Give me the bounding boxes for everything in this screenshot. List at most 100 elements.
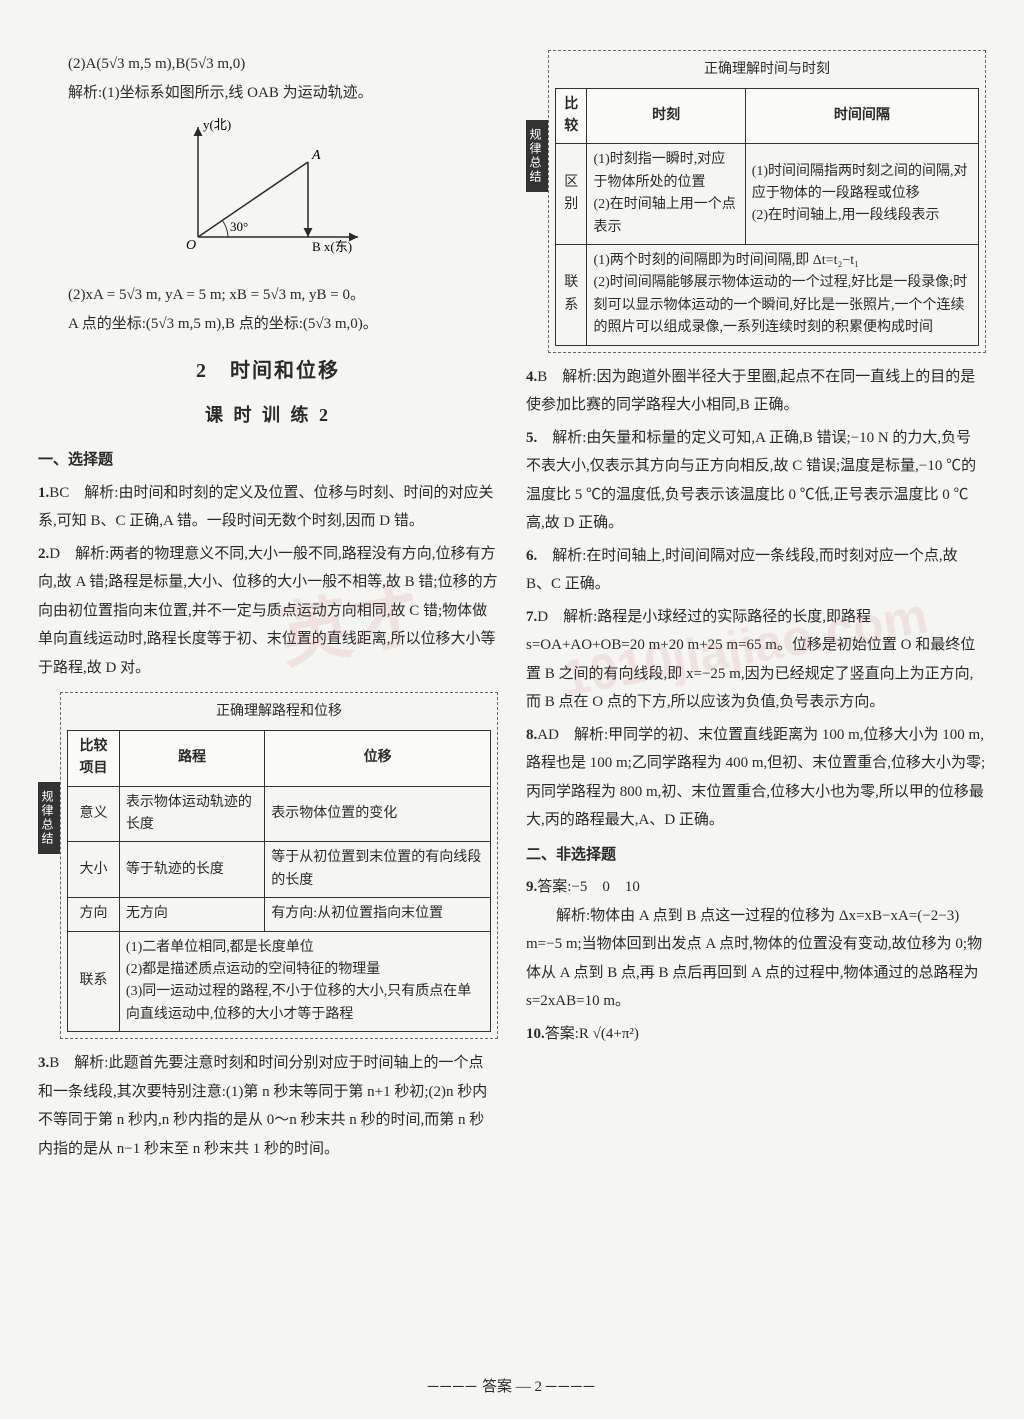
heading-1: 一、选择题 <box>38 446 498 475</box>
t2-r0c0: 区别 <box>556 144 587 245</box>
t1-r0c2: 表示物体位置的变化 <box>265 786 491 842</box>
table-2-wrap: 正确理解时间与时刻 比较 时刻 时间间隔 区别 (1)时刻指一瞬时,对应于物体所… <box>548 50 986 353</box>
table-1: 比较项目 路程 位移 意义 表示物体运动轨迹的长度 表示物体位置的变化 大小 等… <box>67 730 491 1032</box>
q5-num: 5. <box>526 430 537 446</box>
question-4: 4.B 解析:因为跑道外圈半径大于里圈,起点不在同一直线上的目的是使参加比赛的同… <box>526 363 986 420</box>
question-6: 6. 解析:在时间轴上,时间间隔对应一条线段,而时刻对应一个点,故 B、C 正确… <box>526 542 986 599</box>
table-row: 大小 等于轨迹的长度 等于从初位置到末位置的有向线段的长度 <box>68 842 491 898</box>
table-row: 区别 (1)时刻指一瞬时,对应于物体所处的位置 (2)在时间轴上用一个点表示 (… <box>556 144 979 245</box>
table-1-wrap: 正确理解路程和位移 比较项目 路程 位移 意义 表示物体运动轨迹的长度 表示物体… <box>60 692 498 1039</box>
table-row: 意义 表示物体运动轨迹的长度 表示物体位置的变化 <box>68 786 491 842</box>
t2-h0: 比较 <box>556 88 587 144</box>
page-footer: ──── 答案 — 2 ──── <box>0 1373 1024 1402</box>
section-number: 2 <box>196 360 208 382</box>
point-a-label: A <box>311 148 321 163</box>
q3-body: 解析:此题首先要注意时刻和时间分别对应于时间轴上的一个点和一条线段,其次要特别注… <box>38 1055 487 1157</box>
q4-body: 解析:因为跑道外圈半径大于里圈,起点不在同一直线上的目的是使参加比赛的同学路程大… <box>526 369 975 414</box>
q9-num: 9. <box>526 879 537 895</box>
footer-page: 2 <box>535 1379 543 1395</box>
t1-r2c2: 有方向:从初位置指向末位置 <box>265 898 491 931</box>
q2-body: 解析:两者的物理意义不同,大小一般不同,路程没有方向,位移有方向,故 A 错;路… <box>38 546 498 676</box>
line-2: 解析:(1)坐标系如图所示,线 OAB 为运动轨迹。 <box>38 79 498 108</box>
t1-r2c0: 方向 <box>68 898 120 931</box>
question-1: 1.BC 解析:由时间和时刻的定义及位置、位移与时刻、时间的对应关系,可知 B、… <box>38 479 498 536</box>
coordinate-diagram: 30° O y(北) A B x(东) <box>158 117 378 267</box>
angle-label: 30° <box>230 219 248 234</box>
y-axis-label: y(北) <box>203 117 231 132</box>
q7-num: 7. <box>526 609 537 625</box>
q9-ans-label: 答案: <box>537 879 571 895</box>
line-3: (2)xA = 5√3 m, yA = 5 m; xB = 5√3 m, yB … <box>38 281 498 310</box>
t2-h1: 时刻 <box>587 88 745 144</box>
section-title: 2 时间和位移 <box>38 352 498 390</box>
t2-r1c0: 联系 <box>556 244 587 345</box>
t1-h0: 比较项目 <box>68 730 120 786</box>
t1-r1c1: 等于轨迹的长度 <box>119 842 264 898</box>
q8-num: 8. <box>526 727 537 743</box>
q6-body: 解析:在时间轴上,时间间隔对应一条线段,而时刻对应一个点,故 B、C 正确。 <box>526 548 958 593</box>
q4-num: 4. <box>526 369 537 385</box>
question-7: 7.D 解析:路程是小球经过的实际路径的长度,即路程 s=OA+AO+OB=20… <box>526 603 986 717</box>
q7-ans: D <box>537 609 548 625</box>
t1-r0c0: 意义 <box>68 786 120 842</box>
question-10: 10.答案:R √(4+π²) <box>526 1020 986 1049</box>
q1-body: 解析:由时间和时刻的定义及位置、位移与时刻、时间的对应关系,可知 B、C 正确,… <box>38 485 493 530</box>
line-1: (2)A(5√3 m,5 m),B(5√3 m,0) <box>38 50 498 79</box>
question-3: 3.B 解析:此题首先要注意时刻和时间分别对应于时间轴上的一个点和一条线段,其次… <box>38 1049 498 1163</box>
q2-num: 2. <box>38 546 49 562</box>
q1-ans: BC <box>49 485 69 501</box>
right-column: 规律总结 正确理解时间与时刻 比较 时刻 时间间隔 区别 (1)时刻指一瞬时,对… <box>526 50 986 1167</box>
table1-side-label: 规律总结 <box>38 782 60 854</box>
section-name: 时间和位移 <box>230 360 340 382</box>
table2-title: 正确理解时间与时刻 <box>555 57 979 84</box>
q3-ans: B <box>49 1055 59 1071</box>
page-columns: (2)A(5√3 m,5 m),B(5√3 m,0) 解析:(1)坐标系如图所示… <box>38 50 986 1167</box>
t1-r3c1: (1)二者单位相同,都是长度单位 (2)都是描述质点运动的空间特征的物理量 (3… <box>119 931 490 1032</box>
q8-ans: AD <box>537 727 559 743</box>
question-5: 5. 解析:由矢量和标量的定义可知,A 正确,B 错误;−10 N 的力大,负号… <box>526 424 986 538</box>
t2-r1c1: (1)两个时刻的间隔即为时间间隔,即 Δt=t₂−t₁ (2)时间间隔能够展示物… <box>587 244 979 345</box>
question-9: 9.答案:−5 0 10 解析:物体由 A 点到 B 点这一过程的位移为 Δx=… <box>526 873 986 1016</box>
q8-body: 解析:甲同学的初、末位置直线距离为 100 m,位移大小为 100 m,路程也是… <box>526 727 985 829</box>
q2-ans: D <box>49 546 60 562</box>
t1-r3c0: 联系 <box>68 931 120 1032</box>
x-axis-label: B x(东) <box>312 239 352 254</box>
q10-ans: R √(4+π²) <box>579 1026 639 1042</box>
left-column: (2)A(5√3 m,5 m),B(5√3 m,0) 解析:(1)坐标系如图所示… <box>38 50 498 1167</box>
q4-ans: B <box>537 369 547 385</box>
t1-r0c1: 表示物体运动轨迹的长度 <box>119 786 264 842</box>
t1-r2c1: 无方向 <box>119 898 264 931</box>
table-row: 比较项目 路程 位移 <box>68 730 491 786</box>
q5-body: 解析:由矢量和标量的定义可知,A 正确,B 错误;−10 N 的力大,负号不表大… <box>526 430 976 532</box>
t1-r1c2: 等于从初位置到末位置的有向线段的长度 <box>265 842 491 898</box>
table-row: 联系 (1)两个时刻的间隔即为时间间隔,即 Δt=t₂−t₁ (2)时间间隔能够… <box>556 244 979 345</box>
q3-num: 3. <box>38 1055 49 1071</box>
heading-2: 二、非选择题 <box>526 841 986 870</box>
table-row: 方向 无方向 有方向:从初位置指向末位置 <box>68 898 491 931</box>
origin-label: O <box>186 238 196 253</box>
table-2: 比较 时刻 时间间隔 区别 (1)时刻指一瞬时,对应于物体所处的位置 (2)在时… <box>555 88 979 346</box>
q10-ans-label: 答案: <box>545 1026 579 1042</box>
table1-title: 正确理解路程和位移 <box>67 699 491 726</box>
t2-r0c2: (1)时间间隔指两时刻之间的间隔,对应于物体的一段路程或位移 (2)在时间轴上,… <box>745 144 978 245</box>
t1-h2: 位移 <box>265 730 491 786</box>
table-row: 联系 (1)二者单位相同,都是长度单位 (2)都是描述质点运动的空间特征的物理量… <box>68 931 491 1032</box>
q9-body: 解析:物体由 A 点到 B 点这一过程的位移为 Δx=xB−xA=(−2−3) … <box>526 902 986 1016</box>
t2-h2: 时间间隔 <box>745 88 978 144</box>
q7-body: 解析:路程是小球经过的实际路径的长度,即路程 s=OA+AO+OB=20 m+2… <box>526 609 975 711</box>
q6-num: 6. <box>526 548 537 564</box>
table2-side-label: 规律总结 <box>526 120 548 192</box>
t2-r0c1: (1)时刻指一瞬时,对应于物体所处的位置 (2)在时间轴上用一个点表示 <box>587 144 745 245</box>
line-4: A 点的坐标:(5√3 m,5 m),B 点的坐标:(5√3 m,0)。 <box>38 310 498 339</box>
table-row: 比较 时刻 时间间隔 <box>556 88 979 144</box>
question-8: 8.AD 解析:甲同学的初、末位置直线距离为 100 m,位移大小为 100 m… <box>526 721 986 835</box>
t1-r1c0: 大小 <box>68 842 120 898</box>
q10-num: 10. <box>526 1026 545 1042</box>
question-2: 2.D 解析:两者的物理意义不同,大小一般不同,路程没有方向,位移有方向,故 A… <box>38 540 498 683</box>
footer-label: 答案 <box>482 1379 512 1395</box>
q9-ans: −5 0 10 <box>571 879 639 895</box>
t1-h1: 路程 <box>119 730 264 786</box>
footer-sep: — <box>516 1379 531 1395</box>
sub-title: 课 时 训 练 2 <box>38 398 498 432</box>
q1-num: 1. <box>38 485 49 501</box>
